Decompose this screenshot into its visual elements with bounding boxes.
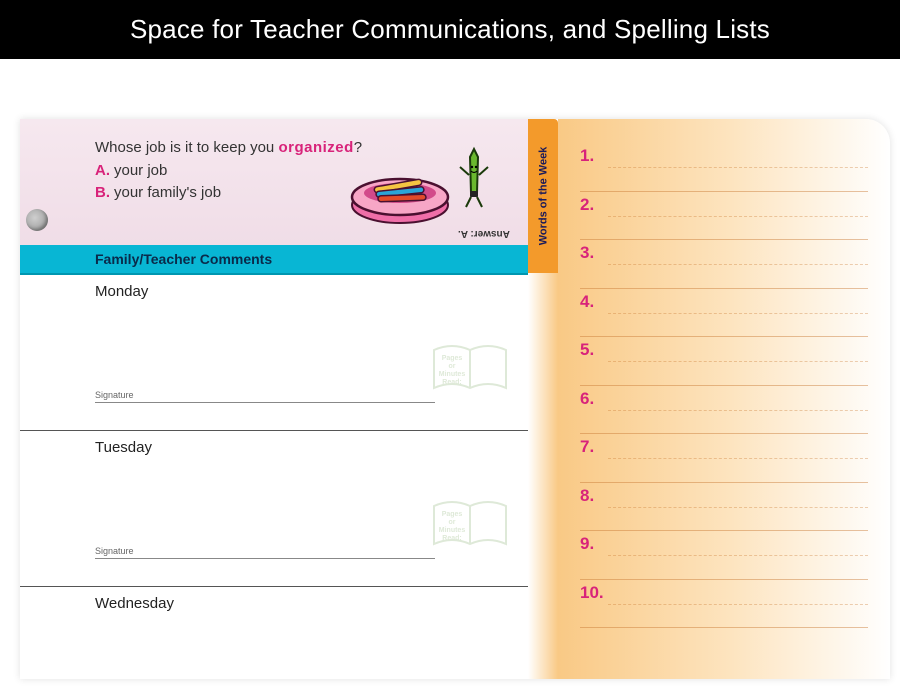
word-number: 9. bbox=[580, 531, 608, 554]
words-of-week-tab: Words of the Week bbox=[528, 119, 558, 273]
pencil-case-illustration-icon bbox=[340, 137, 500, 227]
word-number: 8. bbox=[580, 483, 608, 506]
svg-text:Read:: Read: bbox=[442, 379, 461, 386]
tab-label: Words of the Week bbox=[537, 147, 549, 246]
word-slot[interactable]: 9. bbox=[580, 531, 868, 580]
svg-text:Minutes: Minutes bbox=[439, 527, 466, 534]
book-watermark-icon: Pages or Minutes Read: bbox=[430, 496, 510, 550]
word-slot[interactable]: 5. bbox=[580, 337, 868, 386]
word-slot[interactable]: 1. bbox=[580, 143, 868, 192]
option-letter: B. bbox=[95, 184, 110, 201]
day-block-wednesday: Wednesday bbox=[20, 587, 528, 647]
answer-reveal: Answer: A. bbox=[458, 228, 510, 239]
word-number: 7. bbox=[580, 434, 608, 457]
header-title: Space for Teacher Communications, and Sp… bbox=[130, 14, 770, 44]
binder-hole-icon bbox=[26, 209, 48, 231]
word-number: 3. bbox=[580, 240, 608, 263]
svg-text:Minutes: Minutes bbox=[439, 371, 466, 378]
left-column: Whose job is it to keep you organized? A… bbox=[20, 119, 528, 679]
svg-text:Read:: Read: bbox=[442, 535, 461, 542]
question-box: Whose job is it to keep you organized? A… bbox=[20, 119, 528, 245]
prompt-pre: Whose job is it to keep you bbox=[95, 139, 278, 156]
day-name: Monday bbox=[95, 283, 510, 300]
planner-page: Whose job is it to keep you organized? A… bbox=[20, 119, 890, 679]
day-name: Wednesday bbox=[95, 595, 510, 612]
option-text: your family's job bbox=[114, 184, 221, 201]
comments-heading: Family/Teacher Comments bbox=[95, 251, 272, 267]
column-blend bbox=[528, 273, 558, 679]
word-slot[interactable]: 7. bbox=[580, 434, 868, 483]
option-letter: A. bbox=[95, 162, 110, 179]
option-text: your job bbox=[114, 162, 167, 179]
word-slot[interactable]: 8. bbox=[580, 483, 868, 532]
book-watermark-icon: Pages or Minutes Read: bbox=[430, 340, 510, 394]
word-slot[interactable]: 10. bbox=[580, 580, 868, 629]
svg-text:Pages: Pages bbox=[442, 511, 463, 518]
word-slot[interactable]: 6. bbox=[580, 386, 868, 435]
day-block-monday: Monday Signature Pages or Minutes Read: bbox=[20, 275, 528, 431]
word-number: 4. bbox=[580, 289, 608, 312]
day-name: Tuesday bbox=[95, 439, 510, 456]
word-number: 5. bbox=[580, 337, 608, 360]
day-block-tuesday: Tuesday Signature Pages or Minutes Read: bbox=[20, 431, 528, 587]
signature-line[interactable] bbox=[95, 402, 435, 403]
word-slot[interactable]: 2. bbox=[580, 192, 868, 241]
svg-text:Pages: Pages bbox=[442, 355, 463, 362]
svg-text:or: or bbox=[449, 519, 456, 526]
word-slot[interactable]: 4. bbox=[580, 289, 868, 338]
signature-line[interactable] bbox=[95, 558, 435, 559]
words-of-week-panel: 1. 2. 3. 4. 5. 6. 7. 8. 9. 10. bbox=[558, 119, 890, 679]
page-header: Space for Teacher Communications, and Sp… bbox=[0, 0, 900, 59]
word-number: 10. bbox=[580, 580, 608, 603]
signature-label: Signature bbox=[95, 390, 134, 400]
word-number: 6. bbox=[580, 386, 608, 409]
word-number: 1. bbox=[580, 143, 608, 166]
word-number: 2. bbox=[580, 192, 608, 215]
signature-label: Signature bbox=[95, 546, 134, 556]
comments-heading-bar: Family/Teacher Comments bbox=[20, 245, 528, 275]
word-slot[interactable]: 3. bbox=[580, 240, 868, 289]
svg-text:or: or bbox=[449, 363, 456, 370]
